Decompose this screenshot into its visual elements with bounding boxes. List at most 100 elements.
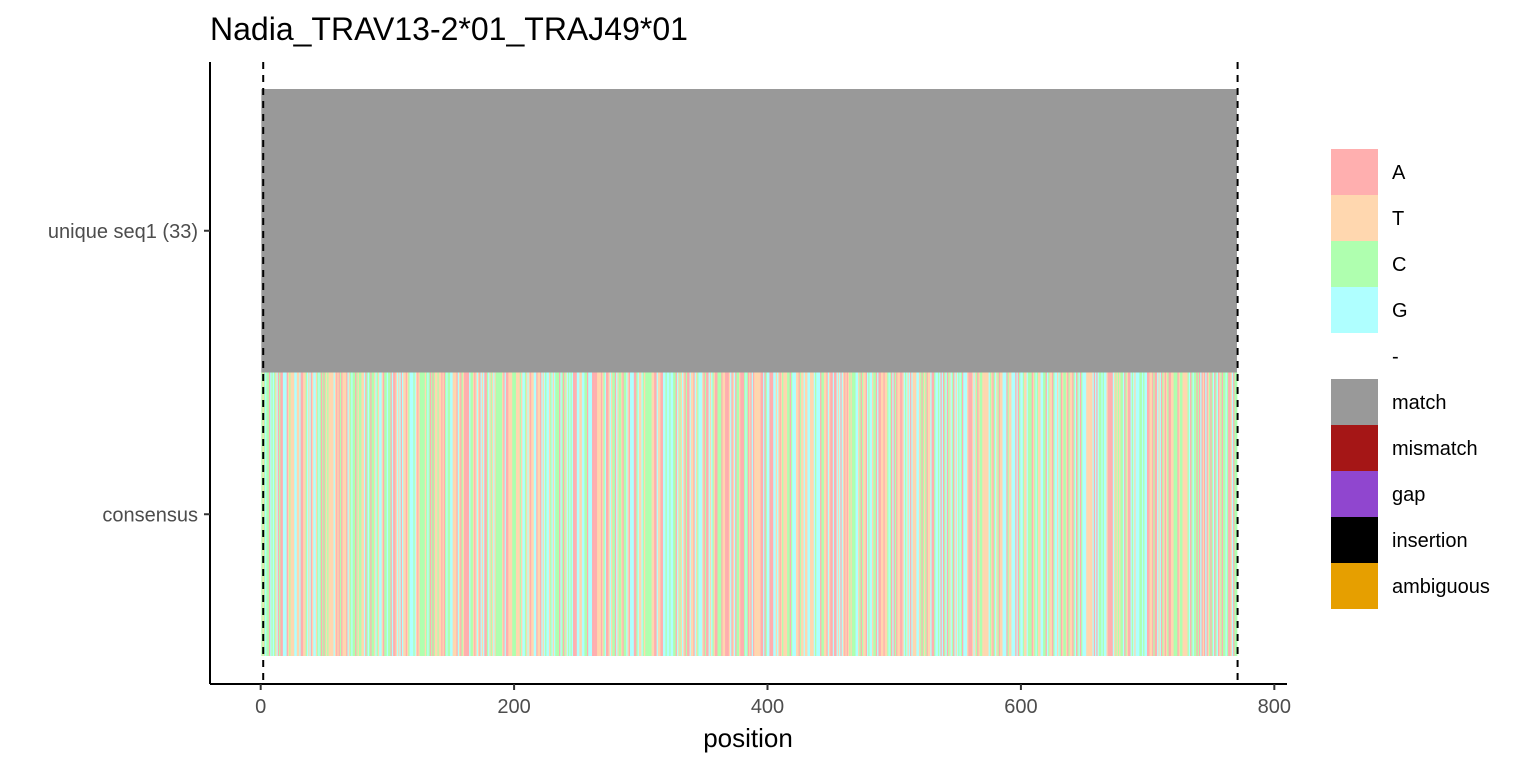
nucleotide-cell: [649, 372, 651, 656]
nucleotide-cell: [584, 372, 587, 656]
nucleotide-cell: [490, 372, 493, 656]
nucleotide-cell: [820, 372, 822, 656]
nucleotide-cell: [792, 372, 794, 656]
nucleotide-cell: [1041, 372, 1044, 656]
nucleotide-cell: [423, 372, 426, 656]
nucleotide-cell: [916, 372, 919, 656]
nucleotide-cell: [685, 372, 688, 656]
nucleotide-cell: [399, 372, 402, 656]
nucleotide-cell: [1019, 372, 1021, 656]
nucleotide-cell: [804, 372, 807, 656]
nucleotide-cell: [495, 372, 498, 656]
nucleotide-cell: [638, 372, 641, 656]
row-band-consensus: [261, 372, 1238, 656]
nucleotide-cell: [574, 372, 576, 656]
nucleotide-cell: [902, 372, 905, 656]
legend-label-match: match: [1392, 392, 1446, 414]
nucleotide-cell: [992, 372, 995, 656]
nucleotide-cell: [309, 372, 312, 656]
nucleotide-cell: [713, 372, 716, 656]
nucleotide-cell: [731, 372, 734, 656]
nucleotide-cell: [418, 372, 421, 656]
nucleotide-cell: [496, 372, 499, 656]
nucleotide-cell: [385, 372, 388, 656]
nucleotide-cell: [528, 372, 531, 656]
nucleotide-cell: [292, 372, 295, 656]
nucleotide-cell: [1207, 372, 1210, 656]
nucleotide-cell: [882, 372, 884, 656]
nucleotide-cell: [773, 372, 775, 656]
nucleotide-cell: [602, 372, 604, 656]
nucleotide-cell: [885, 372, 888, 656]
nucleotide-cell: [888, 372, 891, 656]
nucleotide-cell: [476, 372, 479, 656]
nucleotide-cell: [967, 372, 969, 656]
nucleotide-cell: [1093, 372, 1096, 656]
nucleotide-cell: [1060, 372, 1063, 656]
nucleotide-cell: [921, 372, 924, 656]
nucleotide-cell: [932, 372, 935, 656]
nucleotide-cell: [803, 372, 806, 656]
nucleotide-cell: [1129, 372, 1131, 656]
nucleotide-cell: [1036, 372, 1039, 656]
nucleotide-cell: [716, 372, 718, 656]
nucleotide-cell: [656, 372, 659, 656]
nucleotide-cell: [645, 372, 647, 656]
nucleotide-cell: [608, 372, 611, 656]
nucleotide-cell: [1192, 372, 1195, 656]
nucleotide-cell: [742, 372, 745, 656]
legend-label-t: T: [1392, 208, 1404, 230]
nucleotide-cell: [588, 372, 590, 656]
nucleotide-cell: [1229, 372, 1232, 656]
nucleotide-cell: [633, 372, 636, 656]
nucleotide-cell: [1045, 372, 1048, 656]
nucleotide-cell: [815, 372, 817, 656]
nucleotide-cell: [432, 372, 435, 656]
nucleotide-cell: [318, 372, 321, 656]
nucleotide-cell: [447, 372, 450, 656]
nucleotide-cell: [669, 372, 671, 656]
nucleotide-cell: [851, 372, 854, 656]
nucleotide-cell: [706, 372, 708, 656]
nucleotide-cell: [331, 372, 333, 656]
nucleotide-cell: [766, 372, 769, 656]
nucleotide-cell: [556, 372, 559, 656]
nucleotide-cell: [1070, 372, 1073, 656]
nucleotide-cell: [1152, 372, 1154, 656]
nucleotide-cell: [281, 372, 284, 656]
nucleotide-cell: [704, 372, 707, 656]
nucleotide-cell: [1187, 372, 1190, 656]
nucleotide-cell: [977, 372, 979, 656]
nucleotide-cell: [1035, 372, 1038, 656]
nucleotide-cell: [723, 372, 726, 656]
nucleotide-cell: [1107, 372, 1110, 656]
nucleotide-cell: [693, 372, 696, 656]
nucleotide-cell: [531, 372, 533, 656]
nucleotide-cell: [475, 372, 478, 656]
nucleotide-cell: [315, 372, 318, 656]
nucleotide-cell: [668, 372, 670, 656]
nucleotide-cell: [1200, 372, 1202, 656]
nucleotide-cell: [676, 372, 679, 656]
nucleotide-cell: [448, 372, 451, 656]
nucleotide-cell: [268, 372, 271, 656]
nucleotide-cell: [523, 372, 526, 656]
legend-label-mismatch: mismatch: [1392, 438, 1478, 460]
nucleotide-cell: [901, 372, 903, 656]
nucleotide-cell: [973, 372, 976, 656]
nucleotide-cell: [941, 372, 944, 656]
nucleotide-cell: [1086, 372, 1088, 656]
nucleotide-cell: [576, 372, 579, 656]
nucleotide-cell: [870, 372, 873, 656]
nucleotide-cell: [386, 372, 389, 656]
nucleotide-cell: [834, 372, 836, 656]
nucleotide-cell: [789, 372, 792, 656]
nucleotide-cell: [1083, 372, 1086, 656]
nucleotide-cell: [1026, 372, 1029, 656]
nucleotide-cell: [846, 372, 849, 656]
nucleotide-cell: [887, 372, 889, 656]
nucleotide-cell: [1010, 372, 1012, 656]
nucleotide-cell: [912, 372, 915, 656]
nucleotide-cell: [289, 372, 291, 656]
